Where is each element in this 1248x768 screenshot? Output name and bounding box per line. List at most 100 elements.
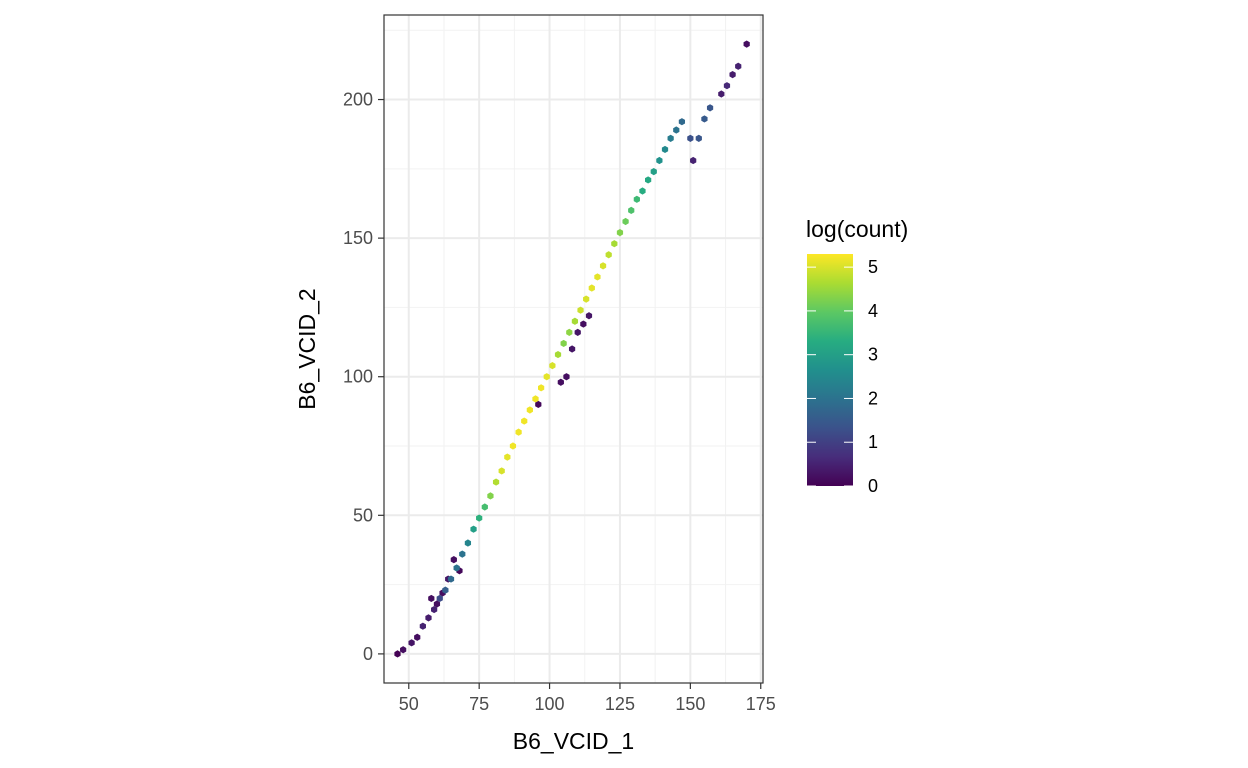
hexbin-cell — [599, 262, 607, 270]
hexbin-cell — [645, 176, 652, 184]
hexbin-cell — [521, 417, 528, 425]
hexbin-cell — [577, 306, 584, 314]
hexbin-cell — [695, 134, 702, 142]
hexbin-cell — [554, 350, 562, 359]
colorbar-label: 0 — [868, 476, 878, 496]
hexbin-cell — [433, 600, 441, 608]
y-axis: 0 50 100 150 200 — [343, 90, 384, 664]
x-tick-label: 100 — [535, 694, 565, 714]
hexbin-cell — [492, 478, 500, 486]
hexbin-cell — [687, 134, 694, 142]
hexbin-cell — [639, 187, 646, 195]
hexbin-cell — [535, 400, 542, 409]
hexbin-cell — [515, 428, 522, 436]
colorbar-ticks: 0 1 2 3 4 5 — [807, 257, 878, 496]
hexbin-cell — [453, 564, 460, 572]
x-tick-label: 150 — [675, 694, 705, 714]
hexbin-cell — [633, 195, 640, 203]
legend-title: log(count) — [806, 216, 908, 242]
hexbin-cell — [459, 550, 466, 558]
hexbin-cell — [526, 406, 533, 414]
colorbar-label: 2 — [868, 388, 878, 408]
hexbin-cell — [667, 134, 674, 142]
hexbin-cell — [408, 639, 415, 647]
colorbar-label: 4 — [868, 301, 878, 321]
plot-border — [383, 14, 764, 684]
y-tick-label: 150 — [343, 228, 373, 248]
hexbin-cell — [656, 156, 663, 165]
y-axis-title: B6_VCID_2 — [294, 288, 320, 409]
hexbin-cell — [450, 556, 457, 564]
hexbin-cell — [735, 62, 742, 70]
hexbin-cell — [616, 228, 624, 237]
hexbin-cell — [394, 650, 401, 658]
hexbin-cell — [447, 575, 455, 583]
grid-lines — [384, 15, 763, 683]
hexbin-cell — [532, 395, 539, 403]
colorbar-label: 1 — [868, 432, 878, 452]
x-tick-label: 125 — [605, 694, 635, 714]
hexbin-cell — [661, 145, 669, 154]
hexbin-cell — [419, 622, 426, 630]
hexbin-cell — [622, 217, 629, 226]
hexbin-cell — [743, 40, 750, 48]
x-axis: 50 75 100 125 150 175 — [399, 683, 776, 714]
colorbar-label: 5 — [868, 257, 878, 277]
x-tick-label: 50 — [399, 694, 419, 714]
hexbin-cell — [723, 82, 731, 90]
hexbin-cell — [673, 126, 680, 134]
hexbin-cell — [442, 586, 449, 594]
hexbin-cell — [566, 328, 573, 336]
hexbin-cell — [585, 312, 593, 320]
hexbin-cell — [706, 104, 714, 112]
hexbin-cell — [431, 605, 438, 614]
y-tick-label: 50 — [353, 505, 373, 525]
hexbin-cell — [583, 295, 590, 303]
hexbin-cell — [568, 345, 576, 353]
hexbin-cell — [560, 339, 567, 348]
hexbin-cell — [729, 70, 736, 79]
colorbar — [807, 254, 853, 486]
y-tick-label: 0 — [363, 644, 373, 664]
hexbin-cell — [504, 453, 511, 461]
hexbin-cell — [580, 320, 587, 328]
hexbin-cell — [588, 284, 595, 292]
hexbin-cell — [538, 384, 545, 392]
hexbin-cell — [425, 614, 432, 622]
hexbin-cell — [571, 317, 579, 325]
x-tick-label: 175 — [746, 694, 776, 714]
hexbin-cell — [476, 514, 483, 522]
y-tick-label: 100 — [343, 367, 373, 387]
hexbin-cell — [487, 492, 494, 500]
hexbin-cell — [414, 633, 421, 641]
hexbin-cell — [594, 273, 601, 281]
hexbin-cell — [678, 118, 686, 126]
hexbin-cell — [557, 378, 564, 386]
hexbin-marks — [394, 40, 750, 658]
hexbin-cell — [498, 467, 505, 475]
hexbin-cell — [574, 328, 581, 336]
hexbin-cell — [628, 206, 635, 215]
hexbin-cell — [464, 539, 472, 547]
y-tick-label: 200 — [343, 90, 373, 110]
hexbin-cell — [436, 594, 443, 603]
hexbin-cell — [563, 373, 570, 381]
colorbar-label: 3 — [868, 345, 878, 365]
hexbin-cell — [509, 442, 517, 450]
x-tick-label: 75 — [469, 694, 489, 714]
hexbin-cell — [481, 503, 488, 511]
hexbin-cell — [400, 646, 407, 654]
hexbin-cell — [543, 373, 550, 381]
legend: log(count) 0 1 2 3 4 5 — [806, 216, 908, 496]
hexbin-cell — [549, 362, 556, 370]
hexbin-cell — [690, 156, 697, 165]
hexbin-cell — [605, 251, 612, 259]
hexbin-cell — [611, 240, 618, 248]
hexbin-cell — [470, 525, 477, 533]
hexbin-cell — [701, 115, 708, 123]
hexbin-cell — [428, 594, 435, 603]
hexbin-cell — [650, 168, 657, 176]
x-axis-title: B6_VCID_1 — [513, 728, 634, 754]
hexbin-cell — [718, 90, 725, 98]
